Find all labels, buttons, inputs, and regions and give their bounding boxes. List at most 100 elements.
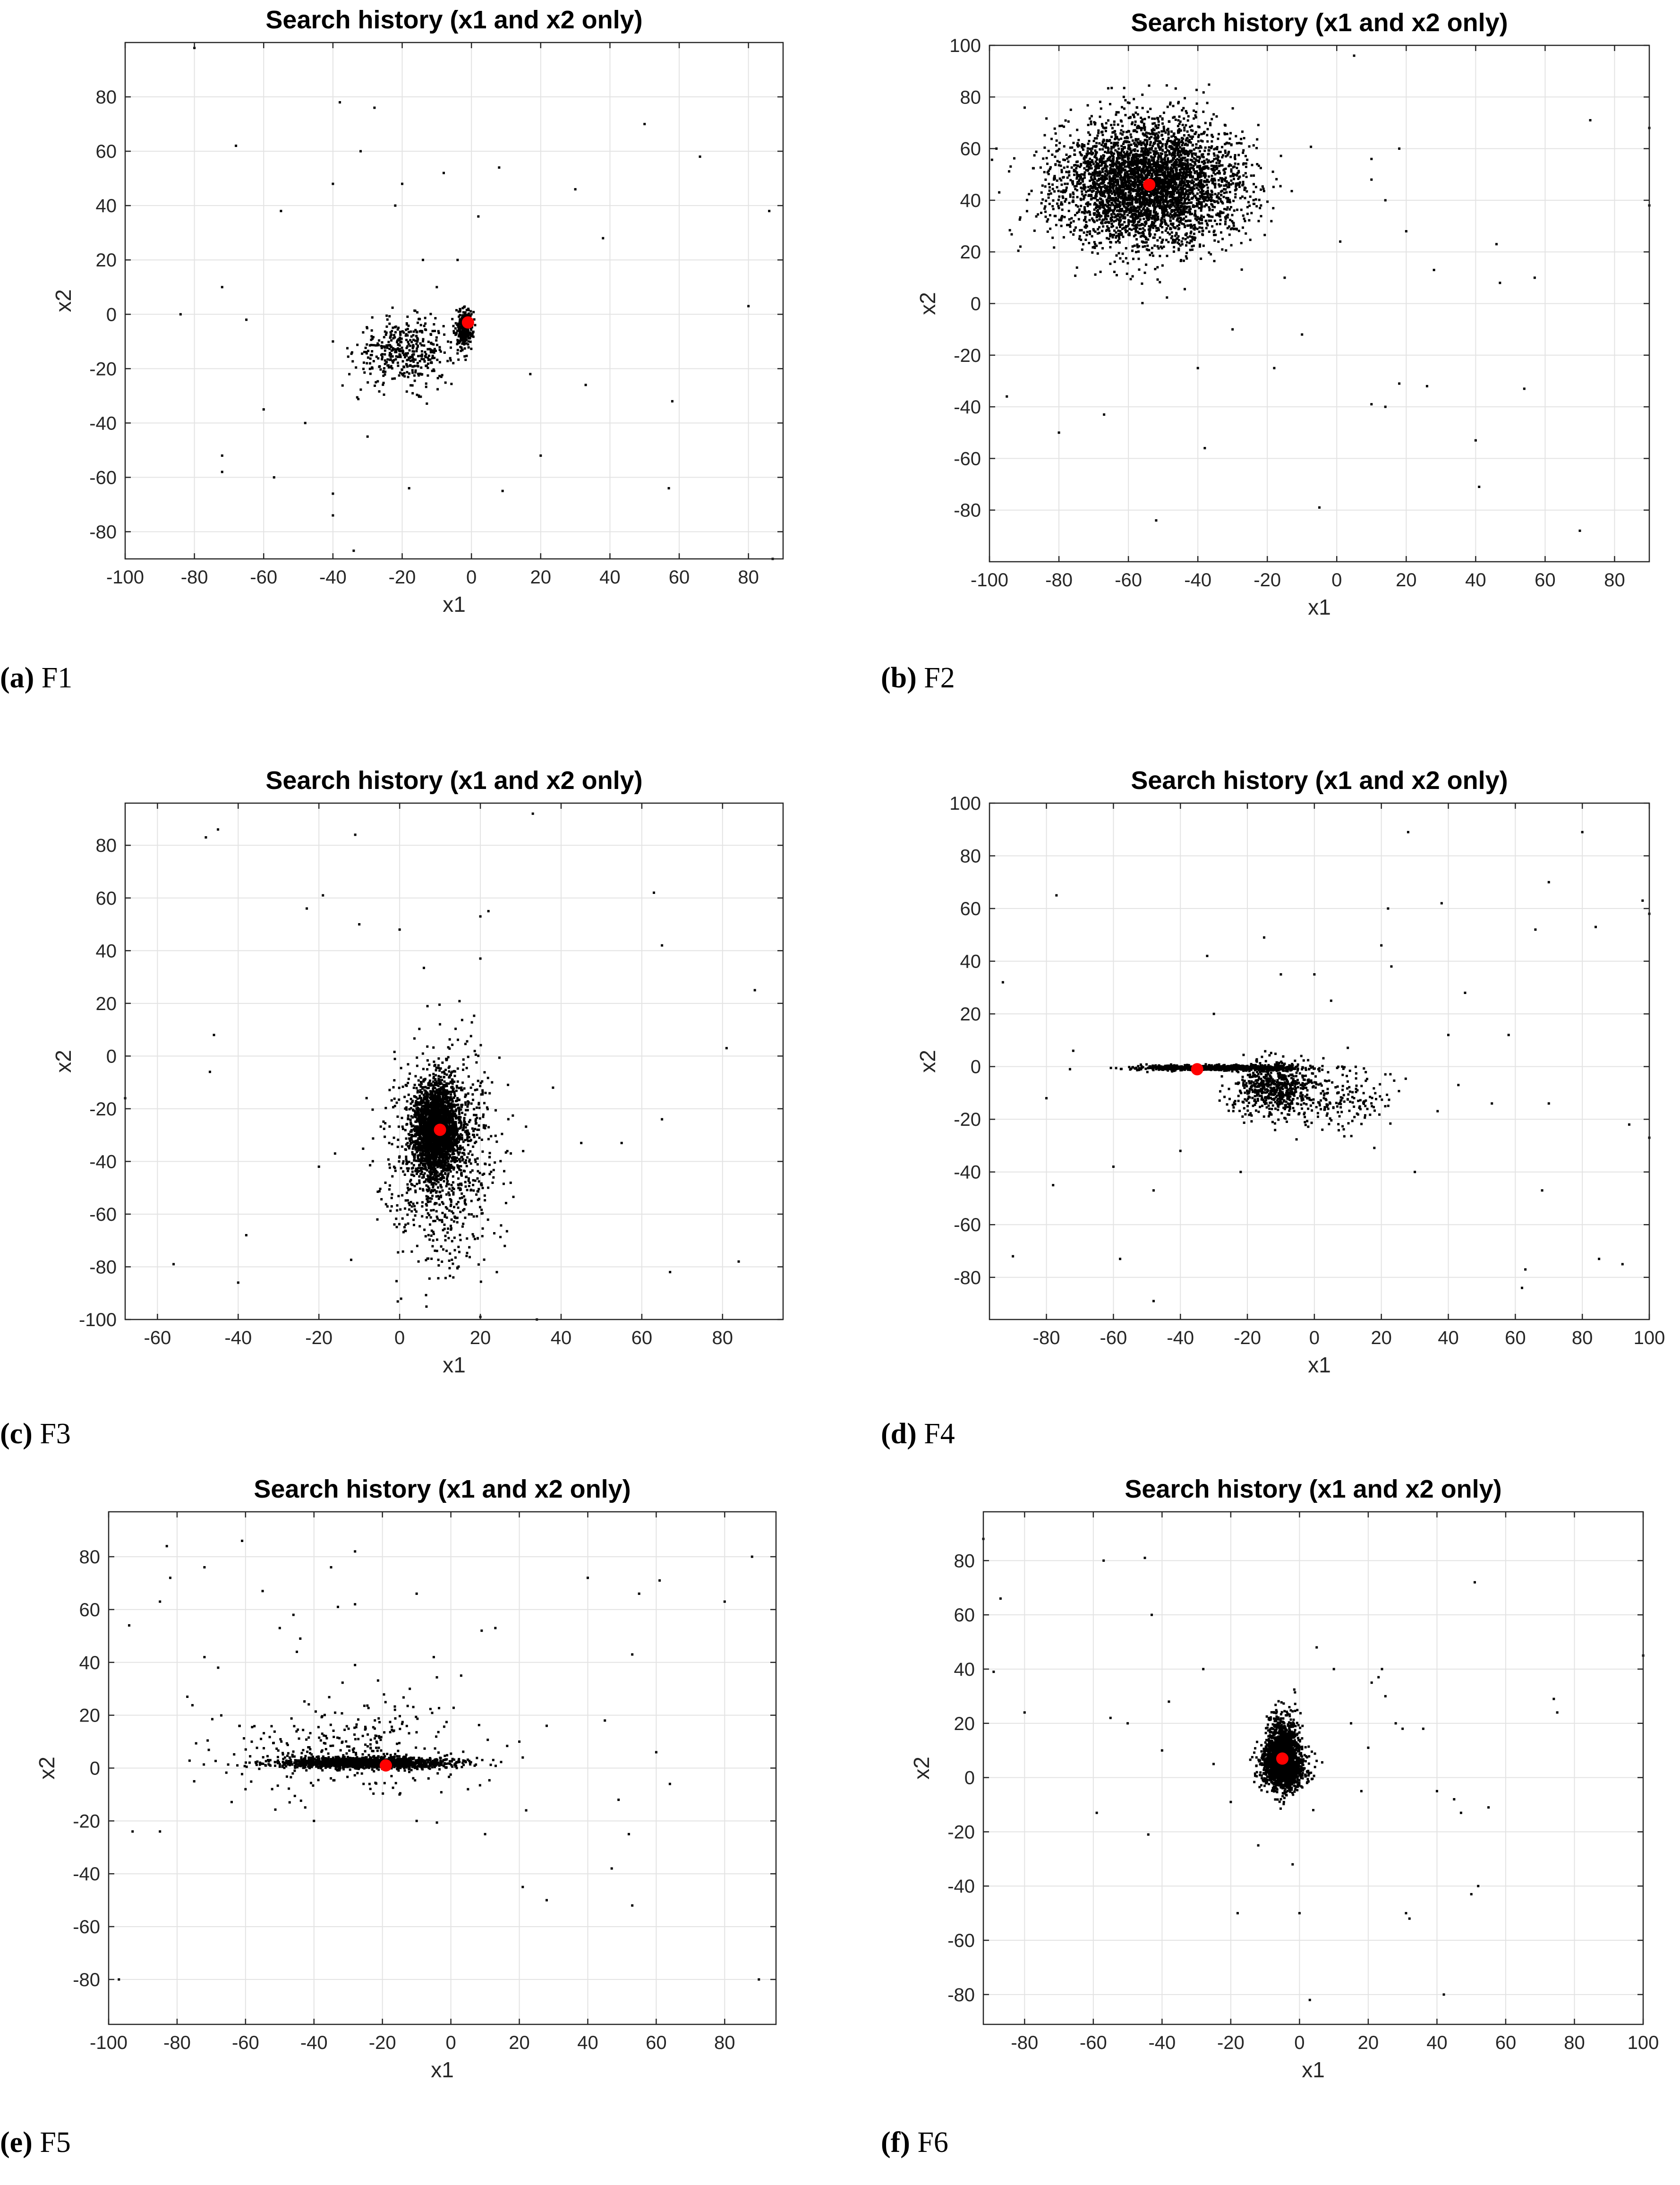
data-point bbox=[1093, 178, 1096, 180]
data-point bbox=[1109, 139, 1111, 142]
data-point bbox=[1208, 251, 1211, 254]
data-point bbox=[1237, 230, 1240, 232]
data-point bbox=[1142, 165, 1145, 168]
data-point bbox=[1107, 203, 1110, 206]
data-point bbox=[1208, 230, 1211, 233]
data-point bbox=[1093, 241, 1096, 244]
data-point bbox=[1185, 174, 1188, 177]
data-point bbox=[1145, 191, 1148, 194]
data-point bbox=[1186, 211, 1189, 214]
data-point bbox=[1162, 203, 1165, 206]
data-point bbox=[1051, 236, 1054, 239]
data-point bbox=[1177, 239, 1180, 241]
data-point bbox=[1200, 201, 1203, 204]
data-point bbox=[332, 182, 334, 185]
data-point bbox=[406, 352, 409, 355]
data-point bbox=[1166, 149, 1169, 152]
data-point bbox=[1169, 170, 1172, 172]
data-point bbox=[1109, 190, 1112, 193]
gridlines-a bbox=[125, 43, 783, 559]
data-point bbox=[1161, 215, 1164, 218]
data-point bbox=[1146, 152, 1149, 155]
data-point bbox=[1240, 268, 1243, 271]
data-point bbox=[1195, 170, 1198, 173]
data-point bbox=[1085, 160, 1088, 163]
data-point bbox=[1129, 166, 1132, 169]
data-point bbox=[1101, 130, 1104, 133]
data-point bbox=[1112, 204, 1115, 206]
data-point bbox=[1200, 175, 1202, 178]
data-point bbox=[1177, 148, 1180, 151]
data-point bbox=[1170, 177, 1173, 180]
data-point bbox=[1080, 239, 1083, 241]
data-point bbox=[1076, 180, 1079, 183]
data-point bbox=[1201, 194, 1203, 197]
data-point bbox=[1217, 192, 1220, 195]
data-point bbox=[1194, 116, 1197, 119]
data-point bbox=[1129, 201, 1132, 204]
data-point bbox=[1190, 187, 1193, 190]
data-point bbox=[1129, 148, 1132, 151]
data-point bbox=[1138, 206, 1141, 209]
data-point bbox=[1242, 151, 1245, 154]
data-point bbox=[1165, 204, 1168, 207]
data-point bbox=[1104, 170, 1107, 172]
data-point bbox=[1188, 241, 1191, 244]
data-point bbox=[383, 367, 385, 370]
data-point bbox=[1225, 180, 1228, 183]
data-point bbox=[416, 321, 419, 324]
data-point bbox=[1052, 208, 1055, 211]
data-point bbox=[1164, 222, 1167, 224]
data-point bbox=[1215, 223, 1218, 225]
caption-text-a: F1 bbox=[34, 662, 73, 694]
data-point bbox=[1139, 159, 1142, 162]
data-point bbox=[1211, 134, 1213, 137]
data-point bbox=[1270, 220, 1273, 223]
data-point bbox=[602, 237, 605, 240]
data-point bbox=[1219, 164, 1222, 167]
data-point bbox=[1096, 163, 1099, 166]
data-point bbox=[1167, 181, 1169, 184]
data-point bbox=[1088, 152, 1091, 155]
data-point bbox=[411, 384, 414, 387]
data-point bbox=[457, 323, 460, 326]
data-point bbox=[1143, 142, 1145, 145]
data-point bbox=[1228, 198, 1231, 201]
data-point bbox=[1189, 141, 1192, 144]
data-point bbox=[1048, 182, 1050, 185]
data-point bbox=[1180, 188, 1183, 191]
data-point bbox=[1086, 205, 1089, 207]
data-point bbox=[1161, 197, 1164, 199]
data-point bbox=[1200, 203, 1203, 206]
data-point bbox=[1173, 148, 1176, 151]
data-point bbox=[1142, 223, 1144, 226]
data-point bbox=[1157, 160, 1160, 163]
data-point bbox=[1082, 148, 1084, 151]
data-point bbox=[1171, 159, 1174, 162]
data-point bbox=[1137, 250, 1140, 253]
data-point bbox=[377, 344, 380, 347]
data-point bbox=[1089, 203, 1092, 206]
data-point bbox=[1047, 218, 1049, 221]
data-point bbox=[1154, 224, 1157, 227]
data-point bbox=[1152, 153, 1155, 155]
data-point bbox=[1215, 168, 1218, 171]
data-point bbox=[1236, 174, 1238, 177]
data-point bbox=[1197, 199, 1200, 202]
data-point bbox=[1128, 228, 1131, 231]
data-point bbox=[1182, 173, 1185, 176]
data-point bbox=[1091, 235, 1093, 238]
data-point bbox=[404, 334, 407, 337]
data-point bbox=[1098, 158, 1101, 161]
data-point bbox=[1108, 197, 1110, 200]
data-point bbox=[1109, 197, 1112, 199]
data-point bbox=[1096, 213, 1099, 216]
data-point bbox=[1184, 153, 1187, 155]
data-point bbox=[1131, 121, 1134, 124]
data-point bbox=[1120, 164, 1123, 167]
data-point bbox=[1203, 180, 1206, 183]
data-point bbox=[1157, 120, 1160, 123]
data-point bbox=[1184, 183, 1187, 186]
data-point bbox=[1177, 196, 1179, 199]
data-point bbox=[1110, 124, 1113, 127]
